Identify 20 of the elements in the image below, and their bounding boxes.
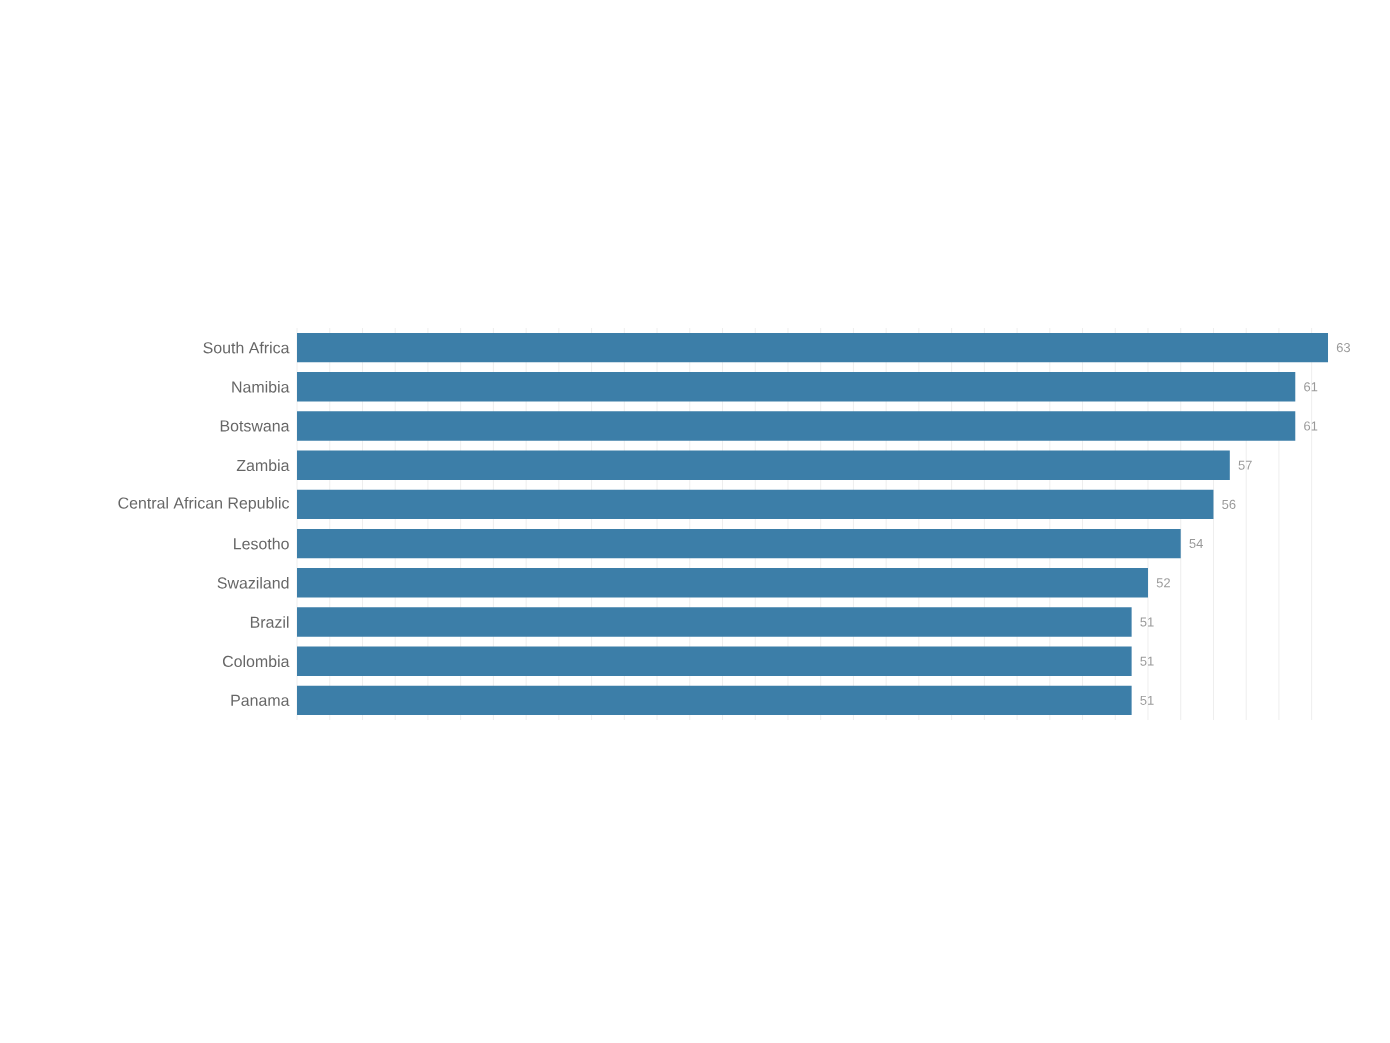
y-tick-label: Zambia [236,459,290,472]
y-tick-label: Brazil [250,616,289,628]
data-label: 51 [1140,695,1154,705]
data-label: 51 [1140,656,1154,666]
data-label: 61 [1304,382,1318,392]
y-tick-label: Swaziland [217,576,289,589]
y-tick-label: South Africa [203,341,290,354]
data-label: 56 [1222,499,1236,509]
y-tick-label: Lesotho [234,537,289,550]
y-tick-label: Namibia [232,380,290,393]
y-tick-label: Central African Republic [118,496,290,512]
data-label: 61 [1304,421,1318,431]
data-label: 52 [1156,578,1170,588]
data-label: 63 [1336,343,1351,353]
y-tick-label: Botswana [220,420,290,432]
data-label: 57 [1238,460,1252,470]
y-tick-label: Panama [231,694,290,706]
y-tick-label: Colombia [222,655,290,668]
data-label: 54 [1189,539,1203,549]
data-label: 51 [1140,617,1154,627]
